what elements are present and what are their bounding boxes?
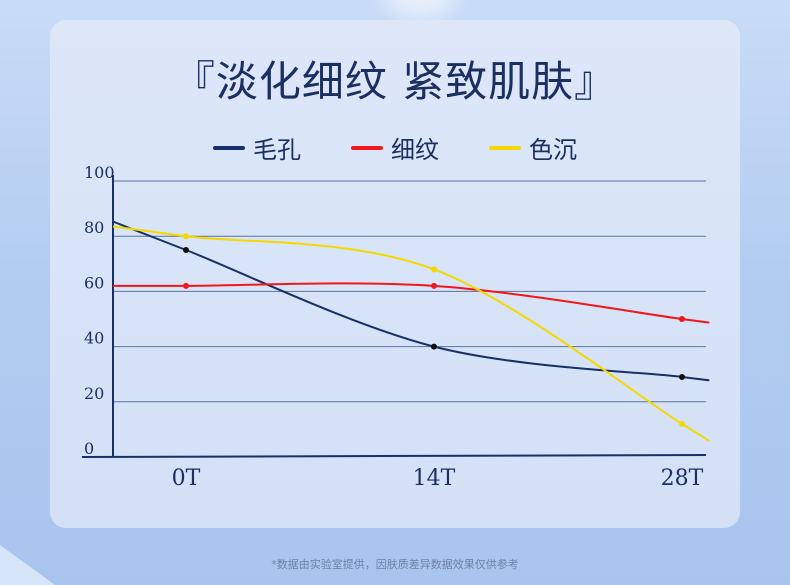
x-tick-label: 14T (413, 466, 456, 491)
y-tick-label: 100 (84, 163, 115, 182)
footnote: *数据由实验室提供，因肤质差异数据效果仅供参考 (271, 558, 519, 571)
legend-item-pigmentation: 色沉 (489, 130, 577, 165)
y-tick-label: 20 (84, 384, 104, 403)
y-axis-ticks: 0 20 40 60 80 100 (84, 163, 115, 458)
data-point-2-2 (679, 420, 685, 427)
series-line-0 (112, 220, 710, 382)
y-tick-label: 80 (84, 218, 104, 237)
legend-label-wrinkles: 细纹 (391, 136, 439, 164)
y-tick-label: 0 (84, 439, 94, 458)
data-point-0-2 (679, 373, 685, 380)
series-points (183, 233, 685, 427)
data-point-1-2 (679, 316, 685, 322)
corner-decoration (0, 545, 55, 585)
legend-swatch-pigmentation (489, 145, 521, 150)
series-lines (112, 220, 710, 442)
legend-item-wrinkles: 细纹 (351, 130, 439, 165)
legend-item-pores: 毛孔 (213, 130, 301, 165)
data-point-2-1 (431, 266, 437, 273)
data-point-1-0 (183, 282, 189, 289)
x-tick-label: 28T (661, 466, 704, 491)
chart-legend: 毛孔 细纹 色沉 (0, 130, 790, 165)
series-line-1 (113, 282, 710, 324)
page-title: 『淡化细纹 紧致肌肤』 (172, 57, 618, 106)
data-point-2-0 (183, 233, 189, 240)
chart-grid (113, 180, 706, 403)
legend-label-pores: 毛孔 (253, 136, 301, 164)
top-glow (385, 0, 455, 20)
x-axis-line (81, 454, 707, 458)
series-line-2 (112, 225, 710, 442)
x-axis-ticks: 0T 14T 28T (172, 466, 704, 491)
legend-swatch-pores (213, 145, 245, 150)
y-tick-label: 60 (84, 273, 104, 292)
legend-label-pigmentation: 色沉 (529, 136, 577, 164)
data-point-1-1 (431, 282, 437, 289)
data-point-0-0 (183, 247, 189, 253)
chart-card (50, 20, 740, 528)
legend-swatch-wrinkles (351, 145, 383, 150)
y-tick-label: 40 (84, 329, 104, 348)
x-tick-label: 0T (172, 466, 201, 491)
data-point-0-1 (431, 343, 437, 350)
chart-axes (81, 175, 707, 458)
